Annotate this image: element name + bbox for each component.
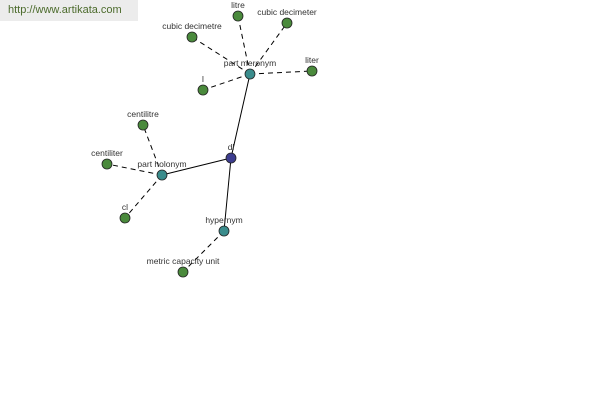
node-label: cubic decimetre bbox=[162, 21, 222, 31]
node-hypernym[interactable]: hypernym bbox=[205, 215, 243, 237]
node-l[interactable]: l bbox=[197, 74, 209, 96]
edge-part_holonym-centiliter bbox=[106, 163, 163, 176]
node-liter[interactable]: liter bbox=[305, 55, 319, 77]
edge-part_holonym-cl bbox=[124, 174, 163, 219]
node-circle[interactable] bbox=[177, 266, 189, 278]
edge-part_meronym-l bbox=[202, 73, 251, 91]
node-label: part meronym bbox=[224, 58, 276, 68]
node-circle[interactable] bbox=[232, 10, 244, 22]
node-circle[interactable] bbox=[306, 65, 318, 77]
node-litre[interactable]: litre bbox=[231, 0, 245, 22]
node-circle[interactable] bbox=[197, 84, 209, 96]
node-circle[interactable] bbox=[119, 212, 131, 224]
node-label: cl bbox=[122, 202, 128, 212]
edge-part_meronym-cubic_decimetre bbox=[191, 36, 251, 75]
node-circle[interactable] bbox=[101, 158, 113, 170]
node-label: dl bbox=[228, 142, 235, 152]
edge-dl-part_holonym bbox=[161, 157, 232, 176]
node-centiliter[interactable]: centiliter bbox=[91, 148, 123, 170]
watermark-text: http://www.artikata.com bbox=[8, 4, 122, 16]
edge-dl-hypernym bbox=[223, 157, 232, 232]
node-cl[interactable]: cl bbox=[119, 202, 131, 224]
node-cubic-decimeter[interactable]: cubic decimeter bbox=[257, 7, 317, 29]
node-part-holonym[interactable]: part holonym bbox=[137, 159, 187, 181]
node-dl[interactable]: dl bbox=[225, 142, 237, 164]
edge-part_meronym-liter bbox=[249, 70, 313, 75]
node-circle[interactable] bbox=[244, 68, 256, 80]
watermark-banner: http://www.artikata.com bbox=[0, 0, 138, 21]
node-circle[interactable] bbox=[218, 225, 230, 237]
node-label: l bbox=[202, 74, 204, 84]
node-circle[interactable] bbox=[137, 119, 149, 131]
node-label: centiliter bbox=[91, 148, 123, 158]
node-label: metric capacity unit bbox=[147, 256, 220, 266]
node-cubic-decimetre[interactable]: cubic decimetre bbox=[162, 21, 222, 43]
edge-part_meronym-cubic_decimeter bbox=[249, 22, 288, 75]
node-circle[interactable] bbox=[156, 169, 168, 181]
edge-hypernym-metric_capacity_unit bbox=[182, 230, 225, 273]
node-label: litre bbox=[231, 0, 245, 10]
edge-dl-part_meronym bbox=[230, 73, 251, 159]
node-label: hypernym bbox=[205, 215, 242, 225]
edge-part_meronym-litre bbox=[237, 15, 251, 75]
node-label: part holonym bbox=[137, 159, 186, 169]
node-circle[interactable] bbox=[225, 152, 237, 164]
node-label: cubic decimeter bbox=[257, 7, 317, 17]
node-label: centilitre bbox=[127, 109, 159, 119]
node-centilitre[interactable]: centilitre bbox=[127, 109, 159, 131]
node-circle[interactable] bbox=[281, 17, 293, 29]
node-part-meronym[interactable]: part meronym bbox=[224, 58, 276, 80]
node-circle[interactable] bbox=[186, 31, 198, 43]
node-label: liter bbox=[305, 55, 319, 65]
node-metric-capacity-unit[interactable]: metric capacity unit bbox=[147, 256, 220, 278]
